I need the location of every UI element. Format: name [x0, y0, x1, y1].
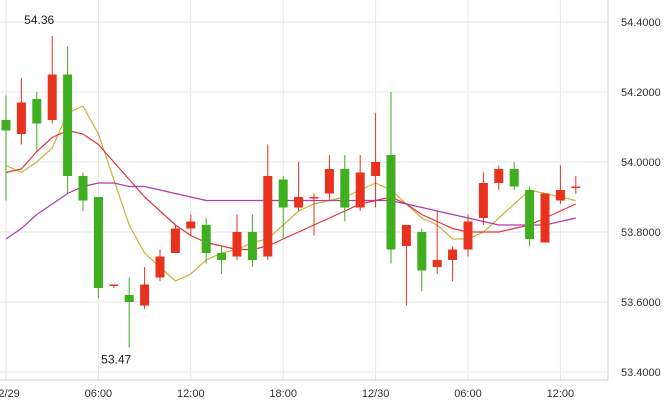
moving-average-lines — [5, 105, 577, 282]
candle-body — [263, 176, 273, 257]
candle-body — [571, 186, 581, 188]
x-tick-label: 12/29 — [0, 388, 20, 400]
candle-body — [93, 197, 103, 288]
candle-body — [309, 197, 319, 199]
candle-body — [401, 225, 411, 246]
x-tick-label: 18:00 — [269, 388, 297, 400]
candle-body — [16, 102, 26, 134]
candle-body — [63, 74, 73, 176]
candle-body — [448, 249, 458, 260]
candle-body — [201, 225, 211, 253]
candle-body — [340, 169, 350, 208]
candle-body — [386, 155, 396, 250]
low-price-label: 53.47 — [101, 353, 131, 367]
candle-body — [78, 176, 88, 201]
y-tick-label: 53.6000 — [621, 297, 661, 309]
y-tick-label: 53.8000 — [621, 227, 661, 239]
candle-body — [355, 172, 365, 208]
x-tick-label: 06:00 — [85, 388, 113, 400]
candle-body — [555, 190, 565, 201]
ma-mid-line — [5, 129, 577, 251]
high-price-label: 54.36 — [24, 13, 54, 27]
x-tick-label: 06:00 — [454, 388, 482, 400]
candle-body — [186, 221, 196, 229]
candle-body — [247, 232, 257, 260]
candle-body — [32, 99, 42, 124]
candle-body — [170, 228, 180, 253]
candle-body — [47, 74, 57, 120]
candles — [1, 36, 581, 348]
candle-body — [1, 120, 11, 131]
x-tick-label: 12/30 — [362, 388, 390, 400]
y-tick-label: 54.0000 — [621, 157, 661, 169]
x-tick-label: 12:00 — [547, 388, 575, 400]
y-tick-label: 54.4000 — [621, 17, 661, 29]
ma-long-line — [5, 182, 576, 240]
y-tick-label: 53.4000 — [621, 367, 661, 379]
candle-body — [432, 260, 442, 267]
candle-body — [124, 295, 134, 302]
candle-body — [371, 162, 381, 176]
x-tick-label: 12:00 — [177, 388, 205, 400]
annotations: 54.36 53.47 — [24, 13, 131, 367]
candle-body — [217, 253, 227, 260]
candle-body — [324, 169, 334, 194]
candle-body — [232, 232, 242, 257]
candle-body — [417, 232, 427, 271]
candle-body — [278, 179, 288, 208]
candle-body — [509, 169, 519, 187]
candle-body — [540, 193, 550, 243]
candle-body — [478, 183, 488, 218]
candle-body — [525, 190, 535, 239]
candle-body — [463, 221, 473, 250]
ma-short-line — [5, 105, 576, 282]
candle-body — [294, 197, 304, 208]
y-tick-label: 54.2000 — [621, 87, 661, 99]
candle-body — [140, 284, 150, 306]
candle-body — [109, 284, 119, 286]
candle-body — [155, 256, 165, 278]
grid — [0, 0, 608, 380]
candle-body — [494, 169, 504, 183]
